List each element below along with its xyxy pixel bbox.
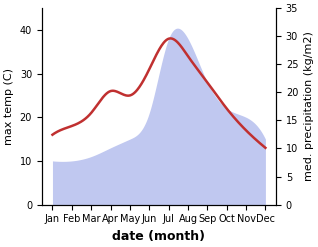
Y-axis label: med. precipitation (kg/m2): med. precipitation (kg/m2): [304, 31, 314, 181]
X-axis label: date (month): date (month): [113, 230, 205, 243]
Y-axis label: max temp (C): max temp (C): [4, 68, 14, 145]
